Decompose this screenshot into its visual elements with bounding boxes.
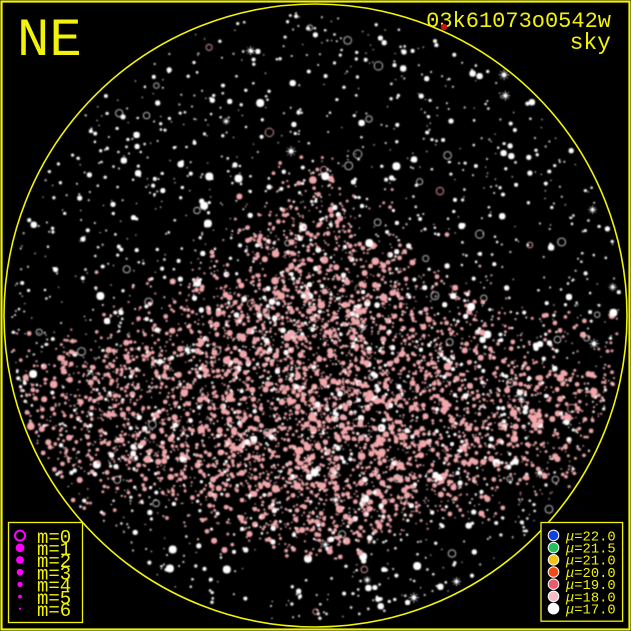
svg-text:NE: NE [17, 11, 82, 72]
svg-text:μ=17.0: μ=17.0 [565, 604, 616, 619]
svg-text:m=6: m=6 [37, 600, 71, 622]
svg-text:sky: sky [570, 30, 612, 56]
